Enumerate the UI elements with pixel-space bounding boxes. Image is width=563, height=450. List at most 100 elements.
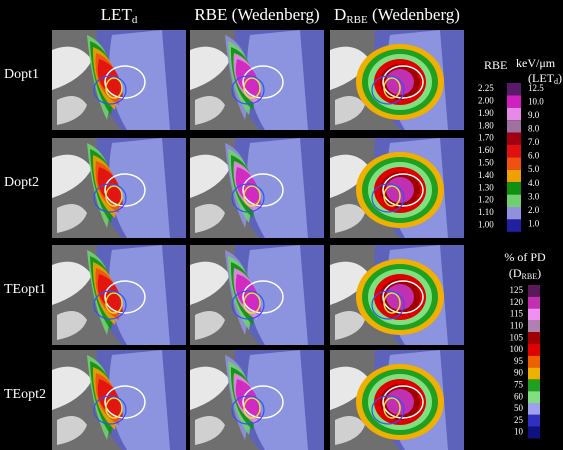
image-panel xyxy=(52,138,186,238)
image-panel xyxy=(330,30,464,130)
scale-tick: 25 xyxy=(514,415,524,425)
row-label: TEopt2 xyxy=(4,387,46,402)
color-swatch xyxy=(507,133,521,145)
color-swatch xyxy=(507,108,521,120)
scale-tick: 60 xyxy=(514,391,524,401)
image-panel xyxy=(330,245,464,345)
scale-tick: 6.0 xyxy=(528,151,540,161)
color-swatch xyxy=(528,391,540,403)
panel-content xyxy=(190,30,324,130)
color-swatch xyxy=(507,195,521,207)
image-panel xyxy=(190,350,324,450)
image-panel xyxy=(190,245,324,345)
scale-tick: 1.50 xyxy=(478,157,494,167)
color-swatch xyxy=(507,219,521,231)
page: LETdRBE (Wedenberg)DRBE (Wedenberg)Dopt1… xyxy=(0,0,563,450)
column-header: RBE (Wedenberg) xyxy=(194,5,319,24)
color-swatch xyxy=(528,415,540,427)
color-swatch xyxy=(507,157,521,169)
scale-tick: 1.20 xyxy=(478,195,494,205)
panel-content xyxy=(330,138,464,238)
color-swatch xyxy=(528,320,540,332)
color-swatch xyxy=(507,207,521,219)
panel-content xyxy=(330,30,464,130)
image-panel xyxy=(190,30,324,130)
color-swatch xyxy=(528,356,540,368)
panel-content xyxy=(330,350,464,450)
image-panel xyxy=(52,350,186,450)
text-part: d xyxy=(132,14,138,26)
row-label: Dopt1 xyxy=(4,67,39,82)
scale-tick: 115 xyxy=(510,309,524,319)
color-swatch xyxy=(507,95,521,107)
scale-tick: 2.0 xyxy=(528,205,540,215)
color-swatch xyxy=(507,83,521,95)
panel-content xyxy=(330,245,464,345)
scale-tick: 10 xyxy=(514,427,524,437)
text-part: D xyxy=(334,5,346,24)
image-panel xyxy=(330,350,464,450)
scale-tick: 7.0 xyxy=(528,137,540,147)
panel-content xyxy=(52,30,186,130)
text-part: ) xyxy=(558,71,562,85)
image-panel xyxy=(52,30,186,130)
scale-tick: 1.00 xyxy=(478,219,494,229)
panel-content xyxy=(52,138,186,238)
color-swatch xyxy=(528,332,540,344)
scale-tick: 1.80 xyxy=(478,120,494,130)
panel-content xyxy=(190,138,324,238)
scale-tick: 100 xyxy=(510,344,524,354)
scale-title: RBE xyxy=(484,58,507,72)
text-part: RBE xyxy=(522,272,538,281)
color-swatch xyxy=(528,379,540,391)
scale-tick: 1.10 xyxy=(478,207,494,217)
text-part: LET xyxy=(101,5,133,24)
text-part: RBE (Wedenberg) xyxy=(194,5,319,24)
scale-tick: 4.0 xyxy=(528,178,540,188)
scale-tick: 12.5 xyxy=(528,83,544,93)
figure: LETdRBE (Wedenberg)DRBE (Wedenberg)Dopt1… xyxy=(0,0,563,450)
scale-tick: 75 xyxy=(514,379,524,389)
row-label: Dopt2 xyxy=(4,175,39,190)
text-part: ) xyxy=(537,266,541,280)
color-swatch xyxy=(528,309,540,321)
scale-tick: 2.25 xyxy=(478,83,494,93)
scale-tick: 1.90 xyxy=(478,108,494,118)
color-swatch xyxy=(528,368,540,380)
scale-tick: 10.0 xyxy=(528,97,544,107)
color-swatch xyxy=(507,120,521,132)
scale-tick: 1.70 xyxy=(478,133,494,143)
scale-tick: 8.0 xyxy=(528,124,540,134)
scale-tick: 125 xyxy=(510,285,524,295)
color-swatch xyxy=(507,182,521,194)
color-swatch xyxy=(528,427,540,439)
text-part: (Wedenberg) xyxy=(368,5,460,24)
image-panel xyxy=(190,138,324,238)
scale-title: % of PD xyxy=(504,250,546,264)
panel-content xyxy=(52,350,186,450)
color-swatch xyxy=(507,170,521,182)
scale-tick: 1.0 xyxy=(528,218,540,228)
row-label: TEopt1 xyxy=(4,282,46,297)
scale-tick: 50 xyxy=(514,403,524,413)
scale-title: keV/μm xyxy=(516,56,556,70)
panel-content xyxy=(190,245,324,345)
panel-content xyxy=(52,245,186,345)
scale-tick: 2.00 xyxy=(478,95,494,105)
scale-tick: 90 xyxy=(514,368,524,378)
color-swatch xyxy=(528,344,540,356)
scale-tick: 1.60 xyxy=(478,145,494,155)
scale-tick: 105 xyxy=(510,332,524,342)
scale-tick: 5.0 xyxy=(528,164,540,174)
scale-tick: 1.40 xyxy=(478,170,494,180)
scale-tick: 120 xyxy=(510,297,524,307)
scale-tick: 1.30 xyxy=(478,182,494,192)
scale-tick: 3.0 xyxy=(528,191,540,201)
image-panel xyxy=(52,245,186,345)
scale-tick: 95 xyxy=(514,356,524,366)
scale-tick: 110 xyxy=(510,320,524,330)
color-swatch xyxy=(528,297,540,309)
text-part: RBE xyxy=(346,14,368,26)
text-part: (D xyxy=(509,266,522,280)
image-panel xyxy=(330,138,464,238)
